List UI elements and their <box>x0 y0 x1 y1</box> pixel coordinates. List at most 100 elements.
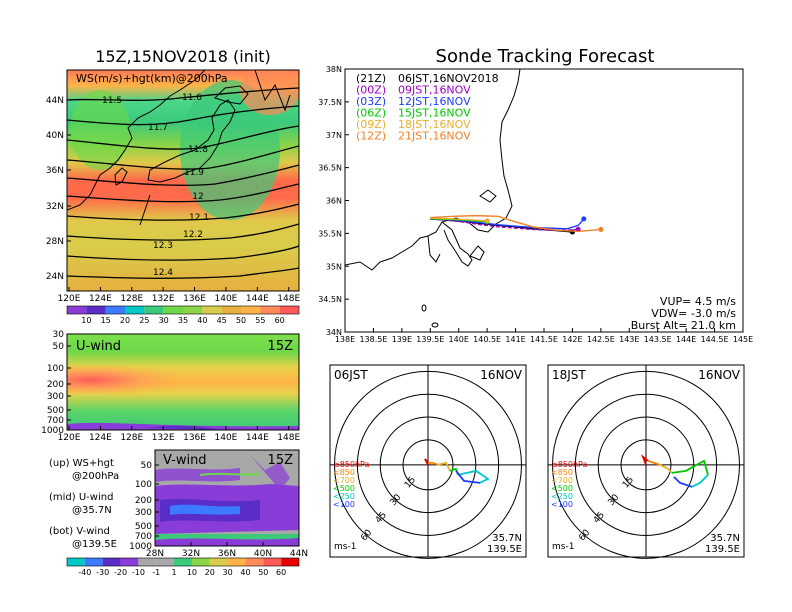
ws-map-field <box>67 70 299 291</box>
tracking-series-endpoint <box>581 216 587 222</box>
vwind-colorbar-label: 20 <box>205 568 215 577</box>
uwind-y-tick-label: 300 <box>47 392 64 402</box>
polar-pressure-label: <500 <box>551 484 573 493</box>
ws-x-tick-label: 136E <box>183 294 206 304</box>
vwind-y-tick-label: 100 <box>135 480 152 490</box>
vwind-colorbar-label: 10 <box>187 568 197 577</box>
tracking-x-tick-label: 140E <box>449 335 469 344</box>
ws-x-tick-label: 140E <box>215 294 238 304</box>
uwind-y-tick-label: 200 <box>47 380 64 390</box>
vwind-x-tick-label: 44N <box>290 549 308 559</box>
ws-contour-label: 12.2 <box>183 230 203 240</box>
ws-y-tick-label: 36N <box>46 166 64 176</box>
vwind-y-tick-label: 50 <box>141 461 153 471</box>
ws-y-tick-label: 28N <box>46 237 64 247</box>
tracking-x-tick-label: 143.5E <box>644 335 672 344</box>
polar-trace <box>691 474 709 488</box>
tracking-series-line <box>430 218 585 230</box>
vdw-text: VDW= -3.0 m/s <box>651 307 736 320</box>
uwind-x-tick-label: 136E <box>183 433 206 443</box>
tracking-x-tick-label: 142E <box>562 335 582 344</box>
vwind-colorbar-swatch <box>174 558 192 566</box>
vwind-y-tick-label: 700 <box>135 532 152 542</box>
ws-colorbar-swatch <box>221 306 241 314</box>
vwind-colorbar-label: -20 <box>114 568 127 577</box>
tracking-x-tick-label: 139E <box>392 335 412 344</box>
vwind-colorbar-label: 40 <box>240 568 250 577</box>
tracking-y-tick-label: 35.5N <box>318 229 342 238</box>
uwind-x-tick-label: 120E <box>58 433 81 443</box>
vwind-colorbar-swatch <box>84 558 103 566</box>
polar-pressure-label: <100 <box>333 500 355 509</box>
uwind-time: 15Z <box>268 339 294 354</box>
tracking-x-tick-label: 143E <box>619 335 639 344</box>
vwind-colorbar-swatch <box>102 558 121 566</box>
tracking-y-tick-label: 34N <box>326 328 342 337</box>
vwind-colorbar-swatch <box>120 558 139 566</box>
ws-map-title: 15Z,15NOV2018 (init) <box>95 47 271 66</box>
ws-colorbar-label: 35 <box>178 316 188 325</box>
vwind-colorbar-label: -10 <box>132 568 145 577</box>
polar-pressure-label: ≥850hPa <box>333 460 370 469</box>
polar-time: 06JST <box>334 368 368 382</box>
ws-contour-label: 12 <box>192 192 203 202</box>
ws-y-tick-label: 44N <box>46 96 64 106</box>
vwind-colorbar-swatch <box>191 558 210 566</box>
polar-trace <box>659 464 673 474</box>
tracking-x-tick-label: 141.5E <box>530 335 558 344</box>
tracking-legend-label: 21JST,16NOV <box>398 130 471 143</box>
ws-colorbar-swatch <box>163 306 183 314</box>
polar-lat: 35.7N <box>710 533 740 544</box>
ws-x-ticks: 120E 124E 128E 132E 136E 140E 144E 148E <box>58 287 300 304</box>
ws-x-tick-label: 144E <box>246 294 269 304</box>
vwind-y-tick-label: 500 <box>135 522 152 532</box>
tracking-legend-code: (09Z) <box>356 118 386 131</box>
uwind-y-tick-label: 100 <box>47 364 64 374</box>
tracking-legend-label: 06JST,16NOV2018 <box>398 72 499 85</box>
polar-pressure-label: <850 <box>551 468 573 477</box>
tracking-x-tick-label: 144E <box>676 335 696 344</box>
polar-trace <box>647 459 661 466</box>
tracking-series-line <box>430 217 488 222</box>
vup-text: VUP= 4.5 m/s <box>660 295 736 308</box>
tracking-y-tick-label: 38N <box>326 65 342 74</box>
polar-date: 16NOV <box>480 368 522 382</box>
tracking-title: Sonde Tracking Forecast <box>436 46 655 67</box>
ws-colorbar-label: 15 <box>101 316 111 325</box>
uwind-y-tick-label: 30 <box>53 330 65 340</box>
legend-bot-1: (bot) V-wind <box>49 526 110 537</box>
ws-colorbar-swatch <box>144 306 164 314</box>
ws-contour-label: 12.4 <box>153 268 173 278</box>
uwind-x-ticks: 120E 124E 128E 132E 136E 140E 144E 148E <box>58 426 300 443</box>
polar-lon: 139.5E <box>705 544 740 555</box>
uwind-x-tick-label: 128E <box>120 433 143 443</box>
polar-pressure-label: <250 <box>551 492 573 501</box>
ws-colorbar-label: 30 <box>159 316 169 325</box>
ws-contour-labels: 11.5 11.6 11.7 11.8 11.9 12 12.1 12.2 12.3 12.4 <box>102 93 209 278</box>
ws-colorbar-label: 20 <box>120 316 130 325</box>
uwind-y-tick-label: 1000 <box>41 426 64 436</box>
tracking-series-endpoint <box>598 226 604 232</box>
tracking-y-tick-label: 36N <box>326 197 342 206</box>
ws-colorbar-swatch <box>105 306 125 314</box>
polar-trace <box>455 470 481 484</box>
polar-pressure-label: <100 <box>551 500 573 509</box>
uwind-field <box>67 334 299 430</box>
vwind-colorbar-swatch <box>67 558 85 566</box>
vwind-x-tick-label: 36N <box>218 549 236 559</box>
ws-map-label: WS(m/s)+hgt(km)@200hPa <box>76 72 228 85</box>
vwind-y-tick-label: 1000 <box>129 542 152 552</box>
tracking-legend: (21Z) 06JST,16NOV2018 (00Z) 09JST,16NOV (03Z… <box>356 72 499 143</box>
ws-colorbar-swatch <box>202 306 222 314</box>
vwind-colorbar-label: 60 <box>276 568 286 577</box>
ws-x-tick-label: 148E <box>277 294 300 304</box>
tracking-x-tick-label: 144.5E <box>701 335 729 344</box>
tracking-y-tick-label: 35N <box>326 262 342 271</box>
vwind-y-tick-label: 200 <box>135 496 152 506</box>
vwind-colorbar-label: 1 <box>172 568 177 577</box>
ws-x-tick-label: 128E <box>120 294 143 304</box>
legend-mid-2: @35.7N <box>72 505 112 516</box>
